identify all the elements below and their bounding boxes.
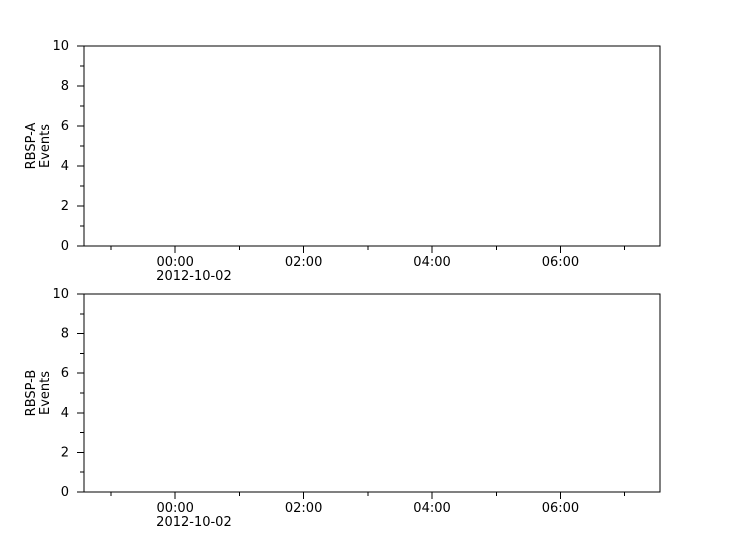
x-tick-label: 00:00: [156, 255, 193, 270]
x-tick-label: 02:00: [285, 501, 322, 516]
x-tick-label: 06:00: [542, 501, 579, 516]
y-tick-label: 6: [61, 366, 69, 381]
y-tick-label: 6: [61, 119, 69, 134]
y-tick-label: 2: [61, 445, 69, 460]
x-tick-label: 04:00: [413, 501, 450, 516]
y-tick-label: 0: [61, 239, 69, 254]
plot-area-rbsp-b: [83, 293, 661, 493]
x-tick-label: 00:00: [156, 501, 193, 516]
y-tick-label: 2: [61, 199, 69, 214]
y-tick-label: 0: [61, 485, 69, 500]
y-tick-label: 8: [61, 327, 69, 342]
y-tick-label: 10: [52, 39, 69, 54]
x-tick-label: 02:00: [285, 255, 322, 270]
x-axis-date-label: 2012-10-02: [156, 515, 232, 530]
y-tick-label: 4: [61, 406, 69, 421]
x-axis-date-label: 2012-10-02: [156, 269, 232, 284]
y-tick-label: 8: [61, 79, 69, 94]
plot-area-rbsp-a: [83, 45, 661, 247]
y-tick-label: 10: [52, 287, 69, 302]
y-axis-label-rbsp-a: RBSP-AEvents: [24, 122, 53, 169]
x-tick-label: 06:00: [542, 255, 579, 270]
y-axis-label-rbsp-b: RBSP-BEvents: [24, 370, 53, 417]
x-tick-label: 04:00: [413, 255, 450, 270]
y-tick-label: 4: [61, 159, 69, 174]
